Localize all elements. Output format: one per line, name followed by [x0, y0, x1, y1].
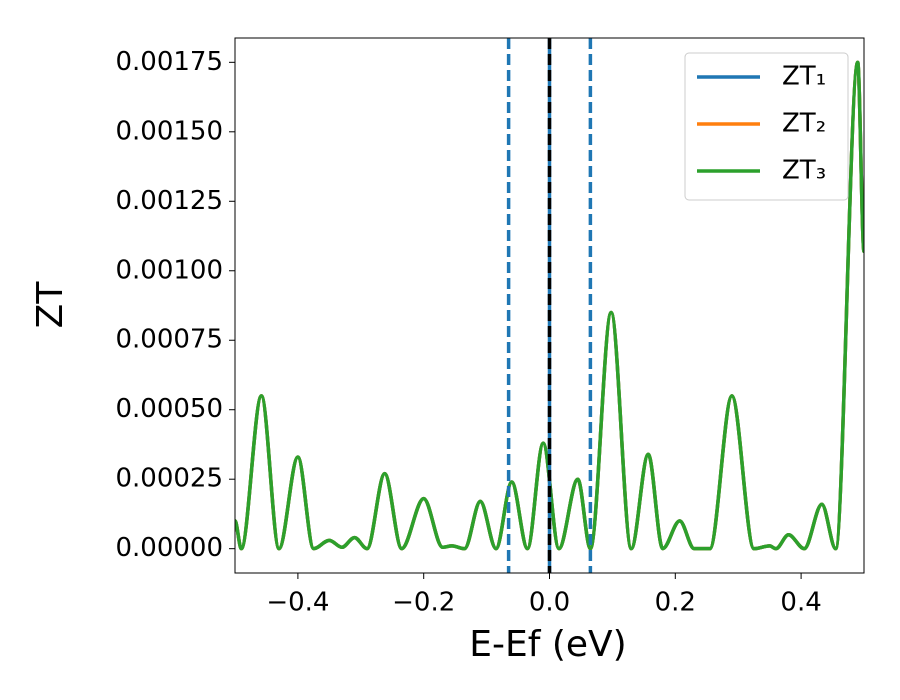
legend-box	[684, 52, 849, 201]
legend-label: ZT₂	[782, 109, 826, 139]
y-tick-label: 0.00000	[115, 533, 223, 563]
legend-label: ZT₁	[782, 62, 826, 92]
y-tick-label: 0.00050	[115, 394, 223, 424]
y-tick-label: 0.00150	[115, 116, 223, 146]
series-line	[235, 60, 864, 551]
x-tick-label: −0.4	[266, 588, 329, 618]
x-tick-label: 0.0	[529, 588, 570, 618]
x-tick-label: 0.4	[780, 588, 821, 618]
y-tick-label: 0.00125	[115, 186, 223, 216]
y-tick-label: 0.00075	[115, 325, 223, 355]
y-tick-label: 0.00175	[115, 47, 223, 77]
y-tick-label: 0.00100	[115, 255, 223, 285]
x-axis-label: E-Ef (eV)	[469, 624, 626, 665]
plot-area	[235, 38, 864, 573]
y-tick-label: 0.00025	[115, 464, 223, 494]
plot-frame	[234, 37, 865, 574]
y-axis-label: ZT	[30, 281, 71, 329]
legend-label: ZT₃	[782, 156, 826, 186]
x-tick-label: 0.2	[655, 588, 696, 618]
x-tick-label: −0.2	[392, 588, 455, 618]
